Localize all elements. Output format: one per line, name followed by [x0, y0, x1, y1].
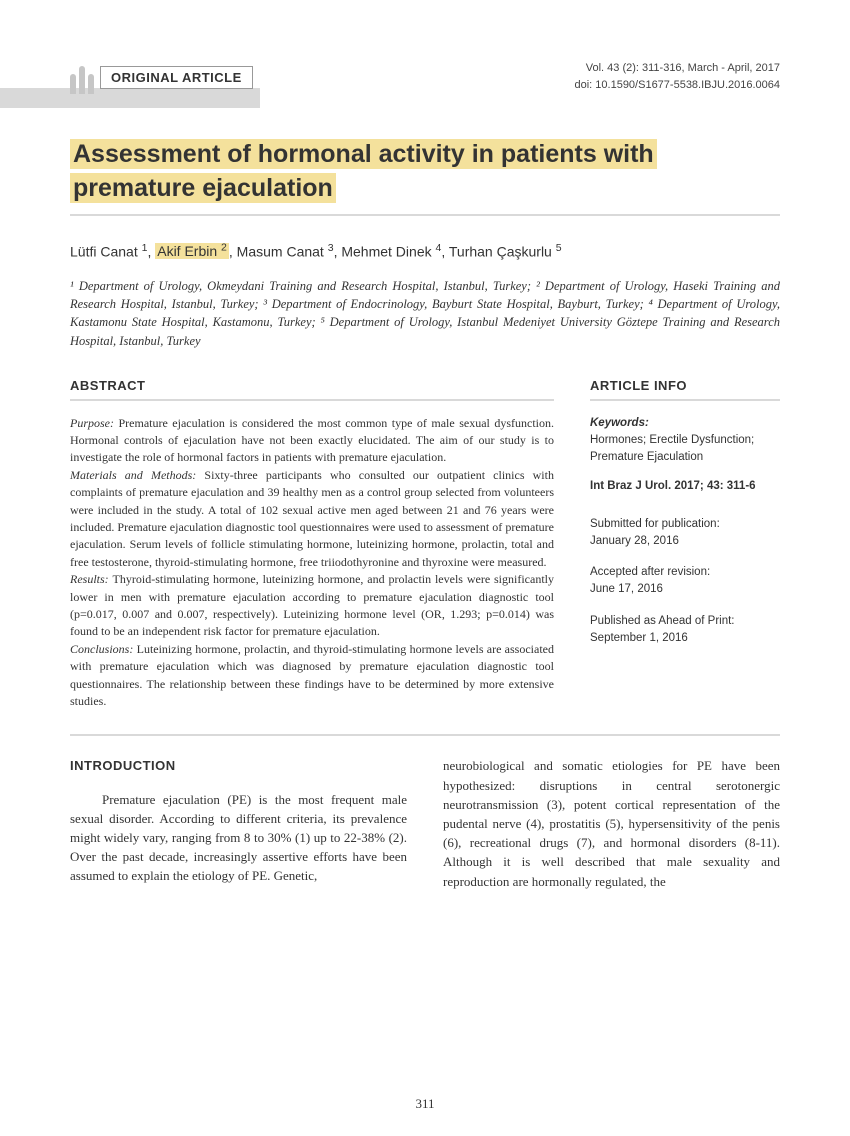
article-type-block: ORIGINAL ARTICLE [70, 60, 253, 94]
introduction-columns: INTRODUCTION Premature ejaculation (PE) … [70, 756, 780, 891]
article-title: Assessment of hormonal activity in patie… [70, 138, 780, 206]
intro-para-2: neurobiological and somatic etiologies f… [443, 756, 780, 891]
affiliations: ¹ Department of Urology, Okmeydani Train… [70, 277, 780, 350]
intro-col-left: INTRODUCTION Premature ejaculation (PE) … [70, 756, 407, 891]
citation-text: Int Braz J Urol. 2017; 43: 311-6 [590, 478, 780, 495]
author-5: Turhan Çaşkurlu [449, 243, 556, 259]
journal-logo-icon [70, 60, 94, 94]
header-row: ORIGINAL ARTICLE Vol. 43 (2): 311-316, M… [70, 60, 780, 94]
accepted-date: June 17, 2016 [590, 581, 780, 598]
intro-col-right: neurobiological and somatic etiologies f… [443, 756, 780, 891]
article-info-heading: ARTICLE INFO [590, 378, 780, 401]
author-3: Masum Canat [237, 243, 328, 259]
introduction-heading: INTRODUCTION [70, 756, 407, 775]
title-text: Assessment of hormonal activity in patie… [70, 139, 657, 203]
abstract-heading: ABSTRACT [70, 378, 554, 401]
article-info-column: ARTICLE INFO Keywords: Hormones; Erectil… [590, 378, 780, 711]
abstract-body: Purpose: Premature ejaculation is consid… [70, 415, 554, 711]
conclusions-text: Luteinizing hormone, prolactin, and thyr… [70, 642, 554, 708]
results-text: Thyroid-stimulating hormone, luteinizing… [70, 572, 554, 638]
published-date: September 1, 2016 [590, 630, 780, 647]
conclusions-label: Conclusions: [70, 642, 137, 656]
submitted-label: Submitted for publication: [590, 516, 780, 533]
abstract-info-row: ABSTRACT Purpose: Premature ejaculation … [70, 378, 780, 711]
published-label: Published as Ahead of Print: [590, 613, 780, 630]
abstract-column: ABSTRACT Purpose: Premature ejaculation … [70, 378, 554, 711]
keywords-text: Hormones; Erectile Dysfunction; Prematur… [590, 432, 780, 467]
results-label: Results: [70, 572, 113, 586]
accepted-label: Accepted after revision: [590, 564, 780, 581]
article-type-label: ORIGINAL ARTICLE [100, 66, 253, 89]
author-1: Lütfi Canat [70, 243, 142, 259]
doi-line: doi: 10.1590/S1677-5538.IBJU.2016.0064 [575, 77, 781, 94]
article-info-body: Keywords: Hormones; Erectile Dysfunction… [590, 415, 780, 648]
intro-para-1: Premature ejaculation (PE) is the most f… [70, 790, 407, 886]
methods-label: Materials and Methods: [70, 468, 204, 482]
submitted-date: January 28, 2016 [590, 533, 780, 550]
volume-line: Vol. 43 (2): 311-316, March - April, 201… [575, 60, 781, 77]
author-list: Lütfi Canat 1, Akif Erbin 2, Masum Canat… [70, 242, 780, 260]
author-4: Mehmet Dinek [341, 243, 435, 259]
purpose-label: Purpose: [70, 416, 118, 430]
section-divider [70, 734, 780, 736]
title-divider [70, 214, 780, 216]
purpose-text: Premature ejaculation is considered the … [70, 416, 554, 465]
author-2-sup: 2 [221, 242, 227, 254]
author-5-sup: 5 [556, 242, 562, 254]
publication-info: Vol. 43 (2): 311-316, March - April, 201… [575, 60, 781, 93]
page-number: 311 [0, 1096, 850, 1112]
author-2-highlighted: Akif Erbin 2 [155, 243, 229, 259]
methods-text: Sixty-three participants who consulted o… [70, 468, 554, 569]
keywords-label: Keywords: [590, 415, 780, 432]
